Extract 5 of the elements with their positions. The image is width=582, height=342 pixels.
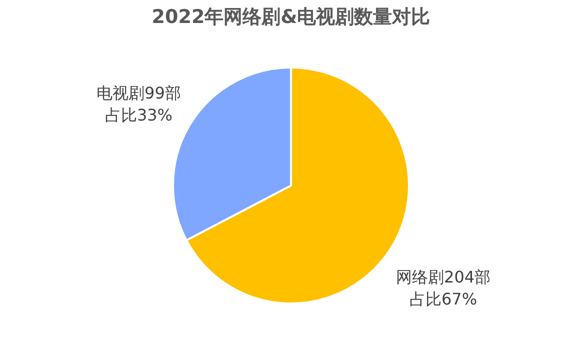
- chart-title: 2022年网络剧&电视剧数量对比: [152, 6, 430, 28]
- slice-label: 电视剧99部: [96, 83, 181, 102]
- data-label: 占比67%: [409, 290, 478, 309]
- slice-label: 网络剧204部: [396, 268, 491, 287]
- data-label: 占比33%: [104, 105, 173, 124]
